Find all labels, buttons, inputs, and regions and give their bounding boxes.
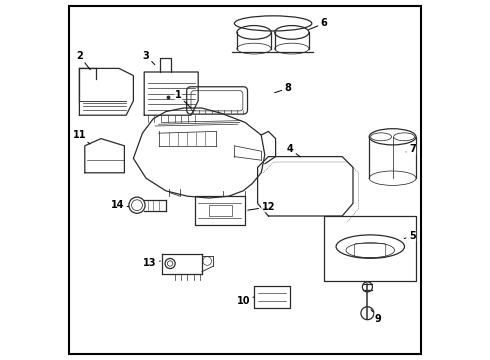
Text: 8: 8 (274, 83, 292, 93)
Text: 7: 7 (406, 144, 416, 154)
Text: 2: 2 (76, 51, 90, 70)
Text: 3: 3 (143, 51, 155, 65)
Text: 11: 11 (73, 130, 90, 144)
Text: 1: 1 (175, 90, 191, 108)
Text: 13: 13 (143, 258, 160, 268)
Text: 9: 9 (371, 310, 382, 324)
Text: 10: 10 (237, 296, 254, 306)
Text: 6: 6 (309, 18, 328, 30)
Text: 5: 5 (404, 231, 416, 241)
Text: 4: 4 (287, 144, 300, 157)
Text: 12: 12 (248, 202, 275, 212)
Text: 14: 14 (110, 200, 129, 210)
Bar (209, 205, 232, 216)
